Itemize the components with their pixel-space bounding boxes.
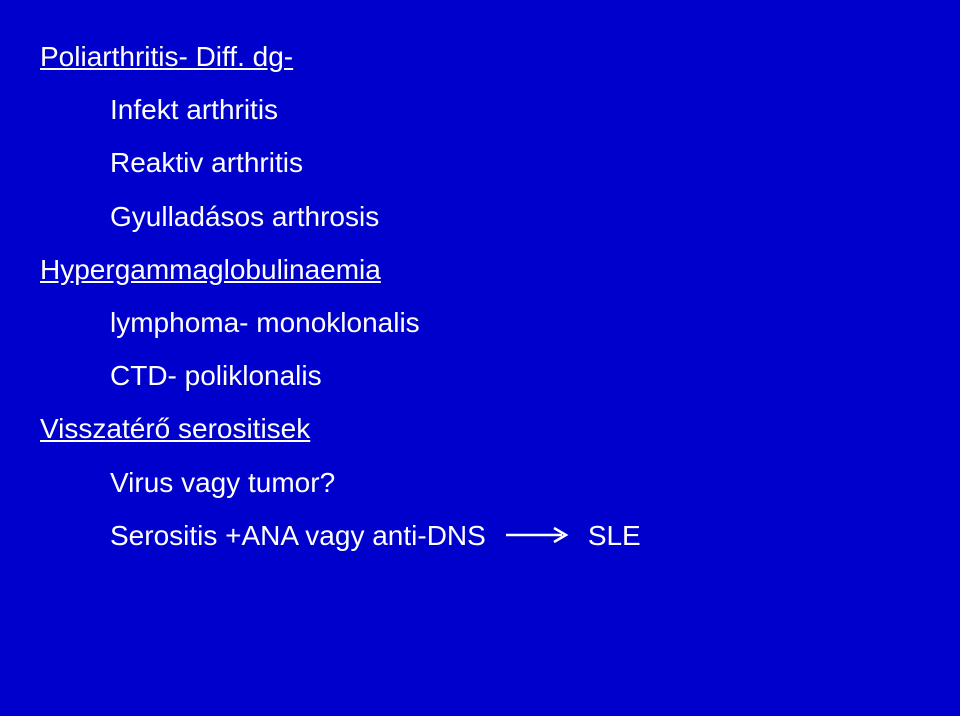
slide: Poliarthritis- Diff. dg- Infekt arthriti…	[0, 0, 960, 716]
arrow-right-text: SLE	[588, 509, 641, 562]
list-item: lymphoma- monoklonalis	[40, 296, 920, 349]
arrow-left-text: Serositis +ANA vagy anti-DNS	[110, 509, 486, 562]
arrow-row: Serositis +ANA vagy anti-DNS SLE	[40, 509, 920, 562]
heading-hypergamma: Hypergammaglobulinaemia	[40, 243, 920, 296]
arrow-icon	[504, 525, 574, 545]
list-item: CTD- poliklonalis	[40, 349, 920, 402]
list-item: Reaktiv arthritis	[40, 136, 920, 189]
list-item: Virus vagy tumor?	[40, 456, 920, 509]
list-item: Infekt arthritis	[40, 83, 920, 136]
heading-serositisek: Visszatérő serositisek	[40, 402, 920, 455]
list-item: Gyulladásos arthrosis	[40, 190, 920, 243]
heading-poliarthritis: Poliarthritis- Diff. dg-	[40, 30, 920, 83]
